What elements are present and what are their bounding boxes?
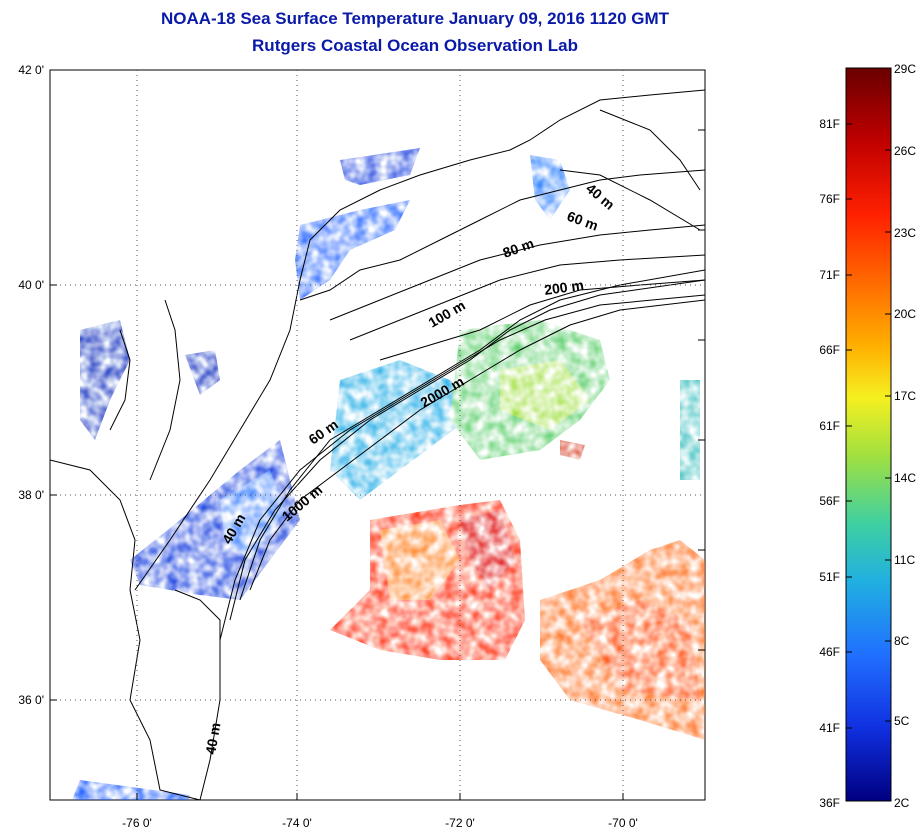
isobath-label: 40 m	[202, 721, 223, 755]
fahrenheit-label: 71F	[819, 268, 840, 282]
colorbar	[845, 67, 892, 802]
colorbar-ticks	[846, 123, 891, 729]
coastline-layer	[50, 89, 705, 800]
celsius-label: 8C	[894, 634, 910, 648]
fahrenheit-label: 81F	[819, 117, 840, 131]
axis-ticks	[50, 69, 705, 800]
isobath-label: 200 m	[543, 277, 585, 298]
celsius-label: 5C	[894, 714, 910, 728]
lon-label: -72 0'	[445, 816, 475, 830]
fahrenheit-label: 51F	[819, 570, 840, 584]
celsius-label: 14C	[894, 471, 916, 485]
latitude-labels: 42 0' 40 0' 38 0' 36 0'	[18, 63, 44, 707]
colorbar-fahrenheit-labels: 81F 76F 71F 66F 61F 56F 51F 46F 41F 36F	[819, 117, 840, 810]
lon-label: -70 0'	[608, 816, 638, 830]
fahrenheit-label: 56F	[819, 494, 840, 508]
map-subtitle: Rutgers Coastal Ocean Observation Lab	[252, 36, 578, 55]
graticule	[50, 70, 705, 800]
fahrenheit-label: 61F	[819, 419, 840, 433]
longitude-labels: -76 0' -74 0' -72 0' -70 0'	[122, 816, 638, 830]
fahrenheit-label: 46F	[819, 645, 840, 659]
sst-data-layer	[72, 148, 705, 800]
lat-label: 42 0'	[18, 63, 44, 77]
map-title: NOAA-18 Sea Surface Temperature January …	[160, 9, 670, 28]
lat-label: 36 0'	[18, 693, 44, 707]
celsius-label: 11C	[894, 553, 915, 567]
celsius-label: 2C	[894, 796, 910, 810]
fahrenheit-label: 41F	[819, 721, 840, 735]
fahrenheit-label: 36F	[819, 796, 840, 810]
celsius-label: 20C	[894, 307, 916, 321]
lon-label: -76 0'	[122, 816, 152, 830]
lat-label: 40 0'	[18, 278, 44, 292]
lat-label: 38 0'	[18, 488, 44, 502]
fahrenheit-label: 76F	[819, 192, 840, 206]
colorbar-celsius-labels: 29C 26C 23C 20C 17C 14C 11C 8C 5C 2C	[894, 62, 916, 810]
celsius-label: 26C	[894, 144, 916, 158]
celsius-label: 17C	[894, 389, 916, 403]
celsius-label: 29C	[894, 62, 916, 76]
celsius-label: 23C	[894, 226, 916, 240]
lon-label: -74 0'	[282, 816, 312, 830]
fahrenheit-label: 66F	[819, 343, 840, 357]
